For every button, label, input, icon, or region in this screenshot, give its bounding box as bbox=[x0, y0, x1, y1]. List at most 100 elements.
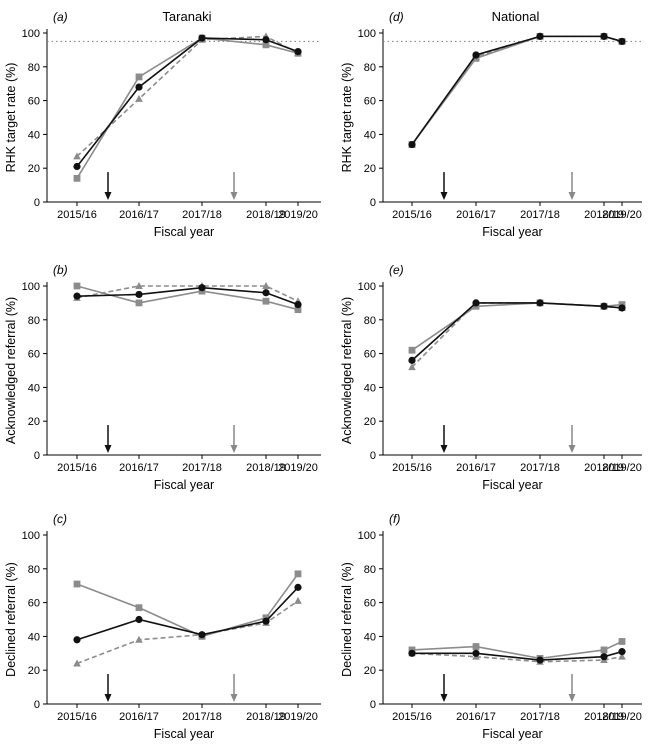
data-point bbox=[262, 41, 270, 49]
series-triangle bbox=[408, 32, 626, 148]
data-point bbox=[73, 174, 81, 182]
data-point bbox=[294, 300, 302, 309]
arrow-head bbox=[568, 445, 576, 453]
series-circle bbox=[73, 583, 302, 644]
data-point bbox=[135, 615, 143, 624]
arrow-head bbox=[440, 445, 448, 453]
y-axis-title: Declined referral (%) bbox=[340, 562, 354, 677]
data-point bbox=[536, 32, 544, 40]
x-tick-label: 2019/20 bbox=[278, 462, 318, 474]
data-point bbox=[408, 649, 416, 657]
y-axis-title: Acknowledged referral (%) bbox=[4, 297, 18, 444]
black-arrow bbox=[440, 172, 448, 200]
y-tick-label: 60 bbox=[364, 96, 376, 108]
data-point bbox=[135, 282, 143, 289]
y-tick-label: 0 bbox=[370, 450, 376, 462]
y-tick-label: 20 bbox=[28, 665, 40, 677]
y-tick-label: 100 bbox=[22, 28, 40, 40]
data-point bbox=[294, 583, 302, 591]
x-axis-title: Fiscal year bbox=[482, 225, 542, 239]
y-tick-label: 80 bbox=[364, 62, 376, 74]
panel-letter: (f) bbox=[389, 512, 400, 526]
y-tick-label: 20 bbox=[364, 665, 376, 677]
arrow-head bbox=[230, 192, 238, 200]
data-point bbox=[472, 649, 480, 657]
data-point bbox=[472, 51, 480, 59]
x-tick-label: 2016/17 bbox=[119, 711, 159, 723]
chart-panel-d: 0 20 40 60 80 100 2015/16 2016/17 2017/18 2018/19… bbox=[340, 9, 642, 239]
series-circle bbox=[408, 32, 626, 149]
arrow-head bbox=[104, 445, 112, 453]
data-point bbox=[618, 652, 626, 660]
data-point bbox=[262, 282, 270, 289]
data-point bbox=[73, 162, 81, 171]
grey-arrow bbox=[230, 674, 238, 702]
data-point bbox=[618, 304, 626, 312]
black-arrow bbox=[104, 425, 112, 453]
panel-letter: (b) bbox=[53, 263, 68, 277]
y-tick-label: 80 bbox=[28, 62, 40, 74]
x-tick-label: 2016/17 bbox=[456, 209, 496, 221]
x-tick-label: 2017/18 bbox=[520, 711, 560, 723]
x-tick-label: 2019/20 bbox=[602, 711, 642, 723]
data-point bbox=[618, 37, 626, 46]
x-tick-label: 2017/18 bbox=[182, 711, 222, 723]
series-triangle bbox=[73, 32, 302, 160]
y-tick-label: 0 bbox=[34, 699, 40, 711]
x-tick-label: 2017/18 bbox=[182, 209, 222, 221]
y-tick-label: 60 bbox=[364, 598, 376, 610]
data-point bbox=[262, 617, 270, 625]
x-tick-label: 2018/19 bbox=[246, 462, 286, 474]
x-tick-label: 2015/16 bbox=[392, 209, 432, 221]
data-point bbox=[73, 292, 81, 300]
series-circle bbox=[73, 284, 302, 309]
series-line bbox=[411, 35, 623, 146]
y-tick-label: 0 bbox=[34, 450, 40, 462]
series-line bbox=[76, 600, 299, 665]
y-tick-label: 20 bbox=[28, 416, 40, 428]
panel-letter: (c) bbox=[53, 512, 67, 526]
data-point bbox=[472, 643, 480, 650]
black-arrow bbox=[440, 674, 448, 702]
x-tick-label: 2015/16 bbox=[57, 462, 97, 474]
x-tick-label: 2016/17 bbox=[456, 462, 496, 474]
data-point bbox=[135, 83, 143, 91]
x-tick-label: 2016/17 bbox=[119, 462, 159, 474]
series-line bbox=[411, 302, 623, 361]
x-tick-label: 2017/18 bbox=[520, 462, 560, 474]
x-axis-title: Fiscal year bbox=[154, 225, 214, 239]
series-line bbox=[411, 640, 623, 660]
data-point bbox=[600, 646, 608, 654]
data-point bbox=[294, 47, 302, 56]
y-tick-label: 20 bbox=[28, 163, 40, 175]
x-tick-label: 2018/19 bbox=[246, 209, 286, 221]
data-point bbox=[135, 73, 143, 81]
data-point bbox=[262, 297, 270, 305]
y-tick-label: 100 bbox=[22, 530, 40, 542]
y-tick-label: 100 bbox=[358, 530, 376, 542]
series-circle bbox=[408, 648, 626, 664]
data-point bbox=[294, 570, 302, 578]
grey-arrow bbox=[568, 425, 576, 453]
y-tick-label: 80 bbox=[28, 564, 40, 576]
data-point bbox=[408, 363, 416, 371]
x-tick-label: 2017/18 bbox=[520, 209, 560, 221]
y-tick-label: 80 bbox=[364, 564, 376, 576]
y-tick-label: 40 bbox=[364, 382, 376, 394]
panel-title: Taranaki bbox=[162, 9, 211, 24]
x-tick-label: 2019/20 bbox=[602, 209, 642, 221]
y-tick-label: 40 bbox=[28, 129, 40, 141]
x-tick-label: 2018/19 bbox=[584, 462, 624, 474]
data-point bbox=[135, 290, 143, 299]
data-point bbox=[408, 140, 416, 149]
data-point bbox=[73, 580, 81, 588]
series-line bbox=[411, 302, 623, 351]
x-tick-label: 2015/16 bbox=[57, 209, 97, 221]
x-tick-label: 2016/17 bbox=[119, 209, 159, 221]
panel-letter: (e) bbox=[389, 263, 404, 277]
y-tick-label: 100 bbox=[22, 281, 40, 293]
series-line bbox=[76, 586, 299, 641]
data-point bbox=[135, 299, 143, 307]
data-point bbox=[73, 636, 81, 644]
arrow-head bbox=[230, 445, 238, 453]
